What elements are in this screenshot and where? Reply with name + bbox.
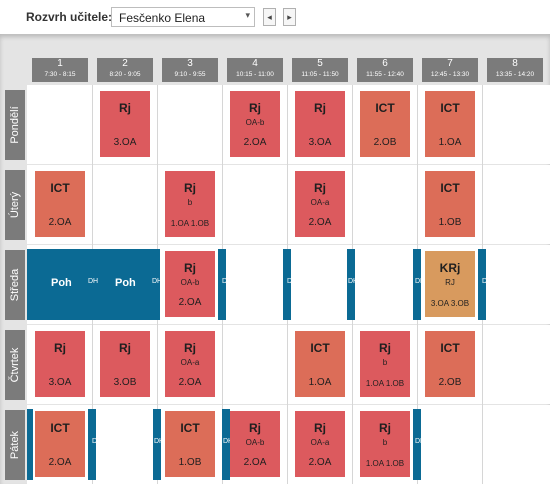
duty-marker[interactable]: DH — [283, 249, 291, 320]
period-header-1: 1 7:30 - 8:15 — [32, 58, 88, 82]
duty-marker[interactable]: DH — [153, 409, 161, 480]
row-friday — [27, 405, 550, 484]
lesson-card[interactable]: ICT 2.OA — [35, 171, 85, 237]
duty-marker[interactable] — [27, 409, 33, 480]
lesson-card[interactable]: Rj 3.OB — [100, 331, 150, 397]
lesson-card[interactable]: Rj OA-a 2.OA — [165, 331, 215, 397]
day-header-thursday: Čtvrtek — [5, 330, 25, 400]
prev-teacher-button[interactable]: ◂ — [263, 8, 276, 26]
period-header-6: 6 11:55 - 12:40 — [357, 58, 413, 82]
day-header-tuesday: Úterý — [5, 170, 25, 240]
period-header-5: 5 11:05 - 11:50 — [292, 58, 348, 82]
chevron-right-icon: ▸ — [287, 11, 292, 22]
duty-block[interactable]: Poh DH Poh DH — [27, 249, 162, 320]
lesson-card[interactable]: ICT 1.OB — [165, 411, 215, 477]
duty-marker[interactable]: DH — [222, 409, 230, 480]
period-header-7: 7 12:45 - 13:30 — [422, 58, 478, 82]
toolbar: Rozvrh učitele: Fesčenko Elena ▾ ◂ ▸ — [0, 0, 550, 34]
lesson-card[interactable]: Rj OA-b 2.OA — [230, 411, 280, 477]
lesson-card[interactable]: Rj OA-b 2.OA — [165, 251, 215, 317]
lesson-card[interactable]: Rj 3.OA — [35, 331, 85, 397]
lesson-card[interactable]: Rj OA-a 2.OA — [295, 171, 345, 237]
duty-marker[interactable]: DH — [218, 249, 226, 320]
next-teacher-button[interactable]: ▸ — [283, 8, 296, 26]
duty-marker[interactable]: DH — [347, 249, 355, 320]
day-header-friday: Pátek — [5, 410, 25, 480]
duty-marker[interactable]: DH — [413, 409, 421, 480]
period-header-3: 3 9:10 - 9:55 — [162, 58, 218, 82]
lesson-card[interactable]: Rj 3.OA — [295, 91, 345, 157]
chevron-left-icon: ◂ — [267, 11, 272, 22]
chevron-down-icon: ▾ — [245, 10, 250, 20]
teacher-select[interactable]: Fesčenko Elena ▾ — [111, 7, 255, 27]
duty-marker[interactable]: DH — [88, 409, 96, 480]
period-header-8: 8 13:35 - 14:20 — [487, 58, 543, 82]
lesson-card[interactable]: Rj OA-b 2.OA — [230, 91, 280, 157]
lesson-card[interactable]: ICT 1.OA — [425, 91, 475, 157]
lesson-card[interactable]: Rj b 1.OA 1.OB — [360, 411, 410, 477]
period-header-4: 4 10:15 - 11:00 — [227, 58, 283, 82]
day-header-wednesday: Středa — [5, 250, 25, 320]
day-header-monday: Pondělí — [5, 90, 25, 160]
lesson-card[interactable]: KRj RJ 3.OA 3.OB — [425, 251, 475, 317]
lesson-card[interactable]: ICT 2.OB — [425, 331, 475, 397]
lesson-card[interactable]: ICT 2.OA — [35, 411, 85, 477]
duty-marker[interactable]: DH — [478, 249, 486, 320]
lesson-card[interactable]: Rj b 1.OA 1.OB — [165, 171, 215, 237]
duty-marker[interactable]: DH — [413, 249, 421, 320]
teacher-label: Rozvrh učitele: — [26, 10, 113, 24]
lesson-card[interactable]: ICT 1.OA — [295, 331, 345, 397]
lesson-card[interactable]: ICT 1.OB — [425, 171, 475, 237]
lesson-card[interactable]: Rj 3.OA — [100, 91, 150, 157]
lesson-card[interactable]: ICT 2.OB — [360, 91, 410, 157]
lesson-card[interactable]: Rj b 1.OA 1.OB — [360, 331, 410, 397]
lesson-card[interactable]: Rj OA-a 2.OA — [295, 411, 345, 477]
teacher-select-value: Fesčenko Elena — [119, 11, 206, 25]
period-header-2: 2 8:20 - 9:05 — [97, 58, 153, 82]
